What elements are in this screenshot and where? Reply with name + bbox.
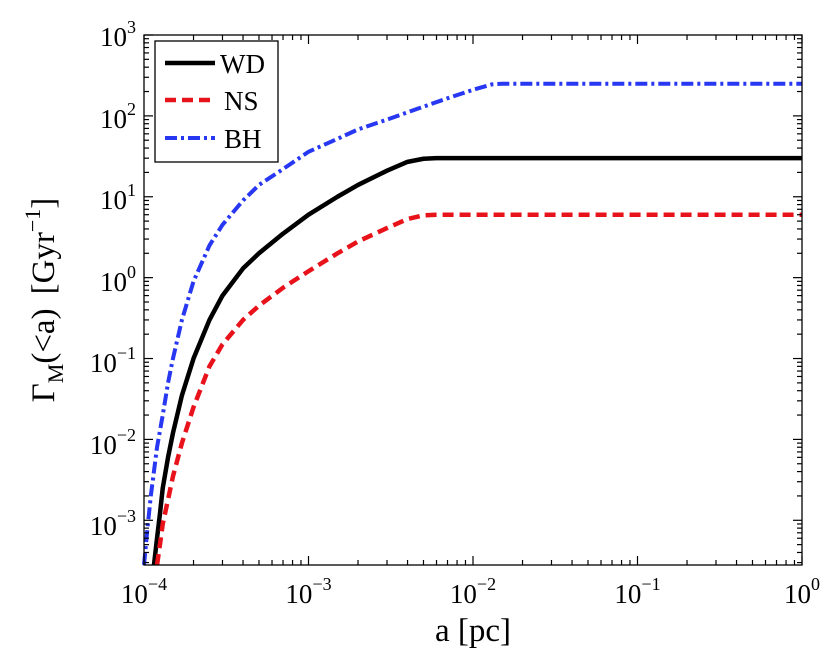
legend: WD NS BH bbox=[154, 40, 279, 163]
y-tick-label: 100 bbox=[100, 262, 136, 297]
y-tick-labels: 10−3 10−2 10−1 100 101 102 103 bbox=[90, 17, 136, 541]
y-tick-label: 10−3 bbox=[90, 506, 136, 541]
series-layer bbox=[142, 81, 802, 566]
tick-marks bbox=[143, 34, 803, 565]
legend-label-bh: BH bbox=[224, 124, 262, 154]
series-line-bh bbox=[142, 81, 802, 566]
y-tick-label: 103 bbox=[100, 17, 136, 52]
y-tick-label: 10−2 bbox=[90, 425, 136, 460]
y-tick-label: 102 bbox=[100, 99, 136, 134]
x-tick-label: 10−4 bbox=[121, 574, 167, 609]
plot-frame bbox=[143, 34, 803, 566]
series-line-ns bbox=[154, 212, 802, 566]
x-tick-label: 10−2 bbox=[450, 574, 496, 609]
y-axis-title: ΓM(<a)[Gyr−1] bbox=[20, 198, 68, 403]
legend-label-ns: NS bbox=[224, 86, 259, 116]
x-tick-labels: 10−4 10−3 10−2 10−1 100 bbox=[121, 574, 820, 609]
series-line-wd bbox=[151, 155, 802, 566]
legend-label-wd: WD bbox=[220, 49, 265, 79]
y-tick-label: 10−1 bbox=[90, 343, 136, 378]
x-axis-title: a [pc] bbox=[435, 613, 511, 649]
x-tick-label: 10−3 bbox=[285, 574, 331, 609]
x-tick-label: 100 bbox=[784, 574, 820, 609]
x-tick-label: 10−1 bbox=[614, 574, 660, 609]
y-tick-label: 101 bbox=[100, 180, 136, 215]
